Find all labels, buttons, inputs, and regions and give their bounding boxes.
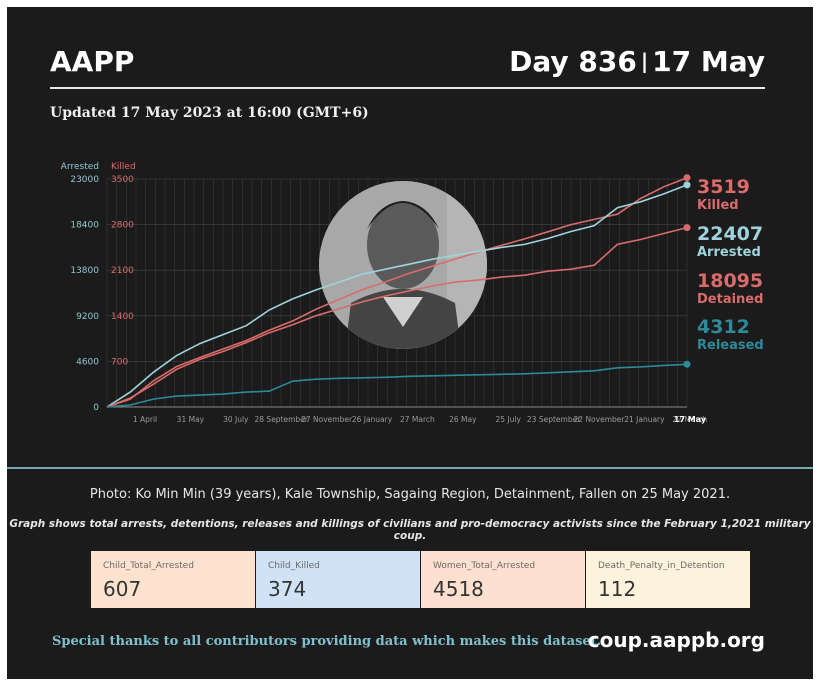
stat-child-total-arrested: Child_Total_Arrested 607 [91,551,255,608]
x-tick-label: 26 May [449,415,477,424]
site-link[interactable]: coup.aappb.org [587,628,765,652]
series-lines [106,174,691,408]
arrested-axis-title: Arrested [61,162,99,172]
photo-caption: Photo: Ko Min Min (39 years), Kale Towns… [89,487,731,502]
series-name-label: Detained [697,292,763,307]
killed-tick-label: 3500 [111,175,134,185]
stat-death-penalty: Death_Penalty_in_Detention 112 [586,551,750,608]
stat-child-killed: Child_Killed 374 [256,551,420,608]
stat-label: Child_Killed [268,561,320,571]
thanks-note: Special thanks to all contributors provi… [52,634,602,649]
separator-bar: | [640,49,649,73]
line-chart: 23000 18400 13800 9200 4600 0 3500 2800 2100 140… [61,162,764,424]
killed-axis-title: Killed [111,162,136,172]
killed-tick-label: 2100 [111,266,134,276]
series-line-detained [106,226,688,408]
series-line-released [106,363,688,408]
arrested-axis: 23000 18400 13800 9200 4600 0 [70,175,99,413]
graph-caption: Graph shows total arrests, detentions, r… [9,518,811,542]
series-end-point-detained [683,224,691,232]
stat-value: 607 [103,577,142,601]
arrested-tick-label: 0 [93,403,99,413]
killed-tick-label: 2800 [111,221,134,231]
header-date: 17 May [652,45,765,78]
series-end-point-arrested [683,181,691,189]
x-tick-label: 1 April [133,415,157,424]
header-rule [50,87,765,89]
updated-timestamp: Updated 17 May 2023 at 16:00 (GMT+6) [50,105,369,121]
series-latest-value: 3519 [697,176,750,198]
arrested-tick-label: 9200 [76,312,99,322]
collar-shape [383,297,423,327]
x-tick-label: 31 May [177,415,205,424]
day-date-header: Day 836 | 17 May [509,45,765,78]
x-tick-label: 28 September [255,415,309,424]
arrested-tick-label: 4600 [76,357,99,367]
series-latest-value: 18095 [697,270,763,292]
x-tick-label: 30 July [223,415,249,424]
stat-value: 4518 [433,577,484,601]
series-latest-value: 4312 [697,316,750,338]
stat-value: 374 [268,577,307,601]
arrested-tick-label: 13800 [70,266,99,276]
killed-tick-label: 700 [111,357,128,367]
series-line-killed [106,177,688,408]
stat-value: 112 [598,577,637,601]
x-tick-label: 21 January [624,415,665,424]
infographic-card: AAPP Day 836 | 17 May Updated 17 May 2023 … [7,7,813,679]
x-end-label: 17 May [674,415,707,424]
killed-tick-label: 1400 [111,312,134,322]
face-shape [367,201,439,289]
series-name-label: Arrested [697,245,761,260]
arrested-tick-label: 18400 [70,221,99,231]
hair-shape [367,201,439,229]
x-tick-label: 23 September [527,415,581,424]
arrested-tick-label: 23000 [70,175,99,185]
series-end-point-released [683,360,691,368]
brand-title: AAPP [50,45,135,78]
x-tick-label: 26 January [352,415,393,424]
series-end-point-killed [683,174,691,182]
stats-row: Child_Total_Arrested 607 Child_Killed 37… [91,551,751,608]
stat-label: Death_Penalty_in_Detention [598,561,725,571]
stat-label: Child_Total_Arrested [103,561,194,571]
stat-label: Women_Total_Arrested [433,561,536,571]
series-latest-value: 22407 [697,223,763,245]
x-tick-label: 27 March [400,415,435,424]
x-tick-label: 22 March [672,415,707,424]
series-line-arrested [106,184,688,408]
stat-women-total-arrested: Women_Total_Arrested 4518 [421,551,585,608]
portrait-photo [319,181,487,349]
x-tick-label: 27 November [301,415,353,424]
day-counter: Day 836 [509,45,637,78]
section-divider [7,467,813,469]
x-tick-label: 22 November [574,415,626,424]
series-name-label: Released [697,338,764,353]
killed-axis: 3500 2800 2100 1400 700 [111,175,134,367]
series-name-label: Killed [697,198,739,213]
x-tick-label: 25 July [495,415,521,424]
